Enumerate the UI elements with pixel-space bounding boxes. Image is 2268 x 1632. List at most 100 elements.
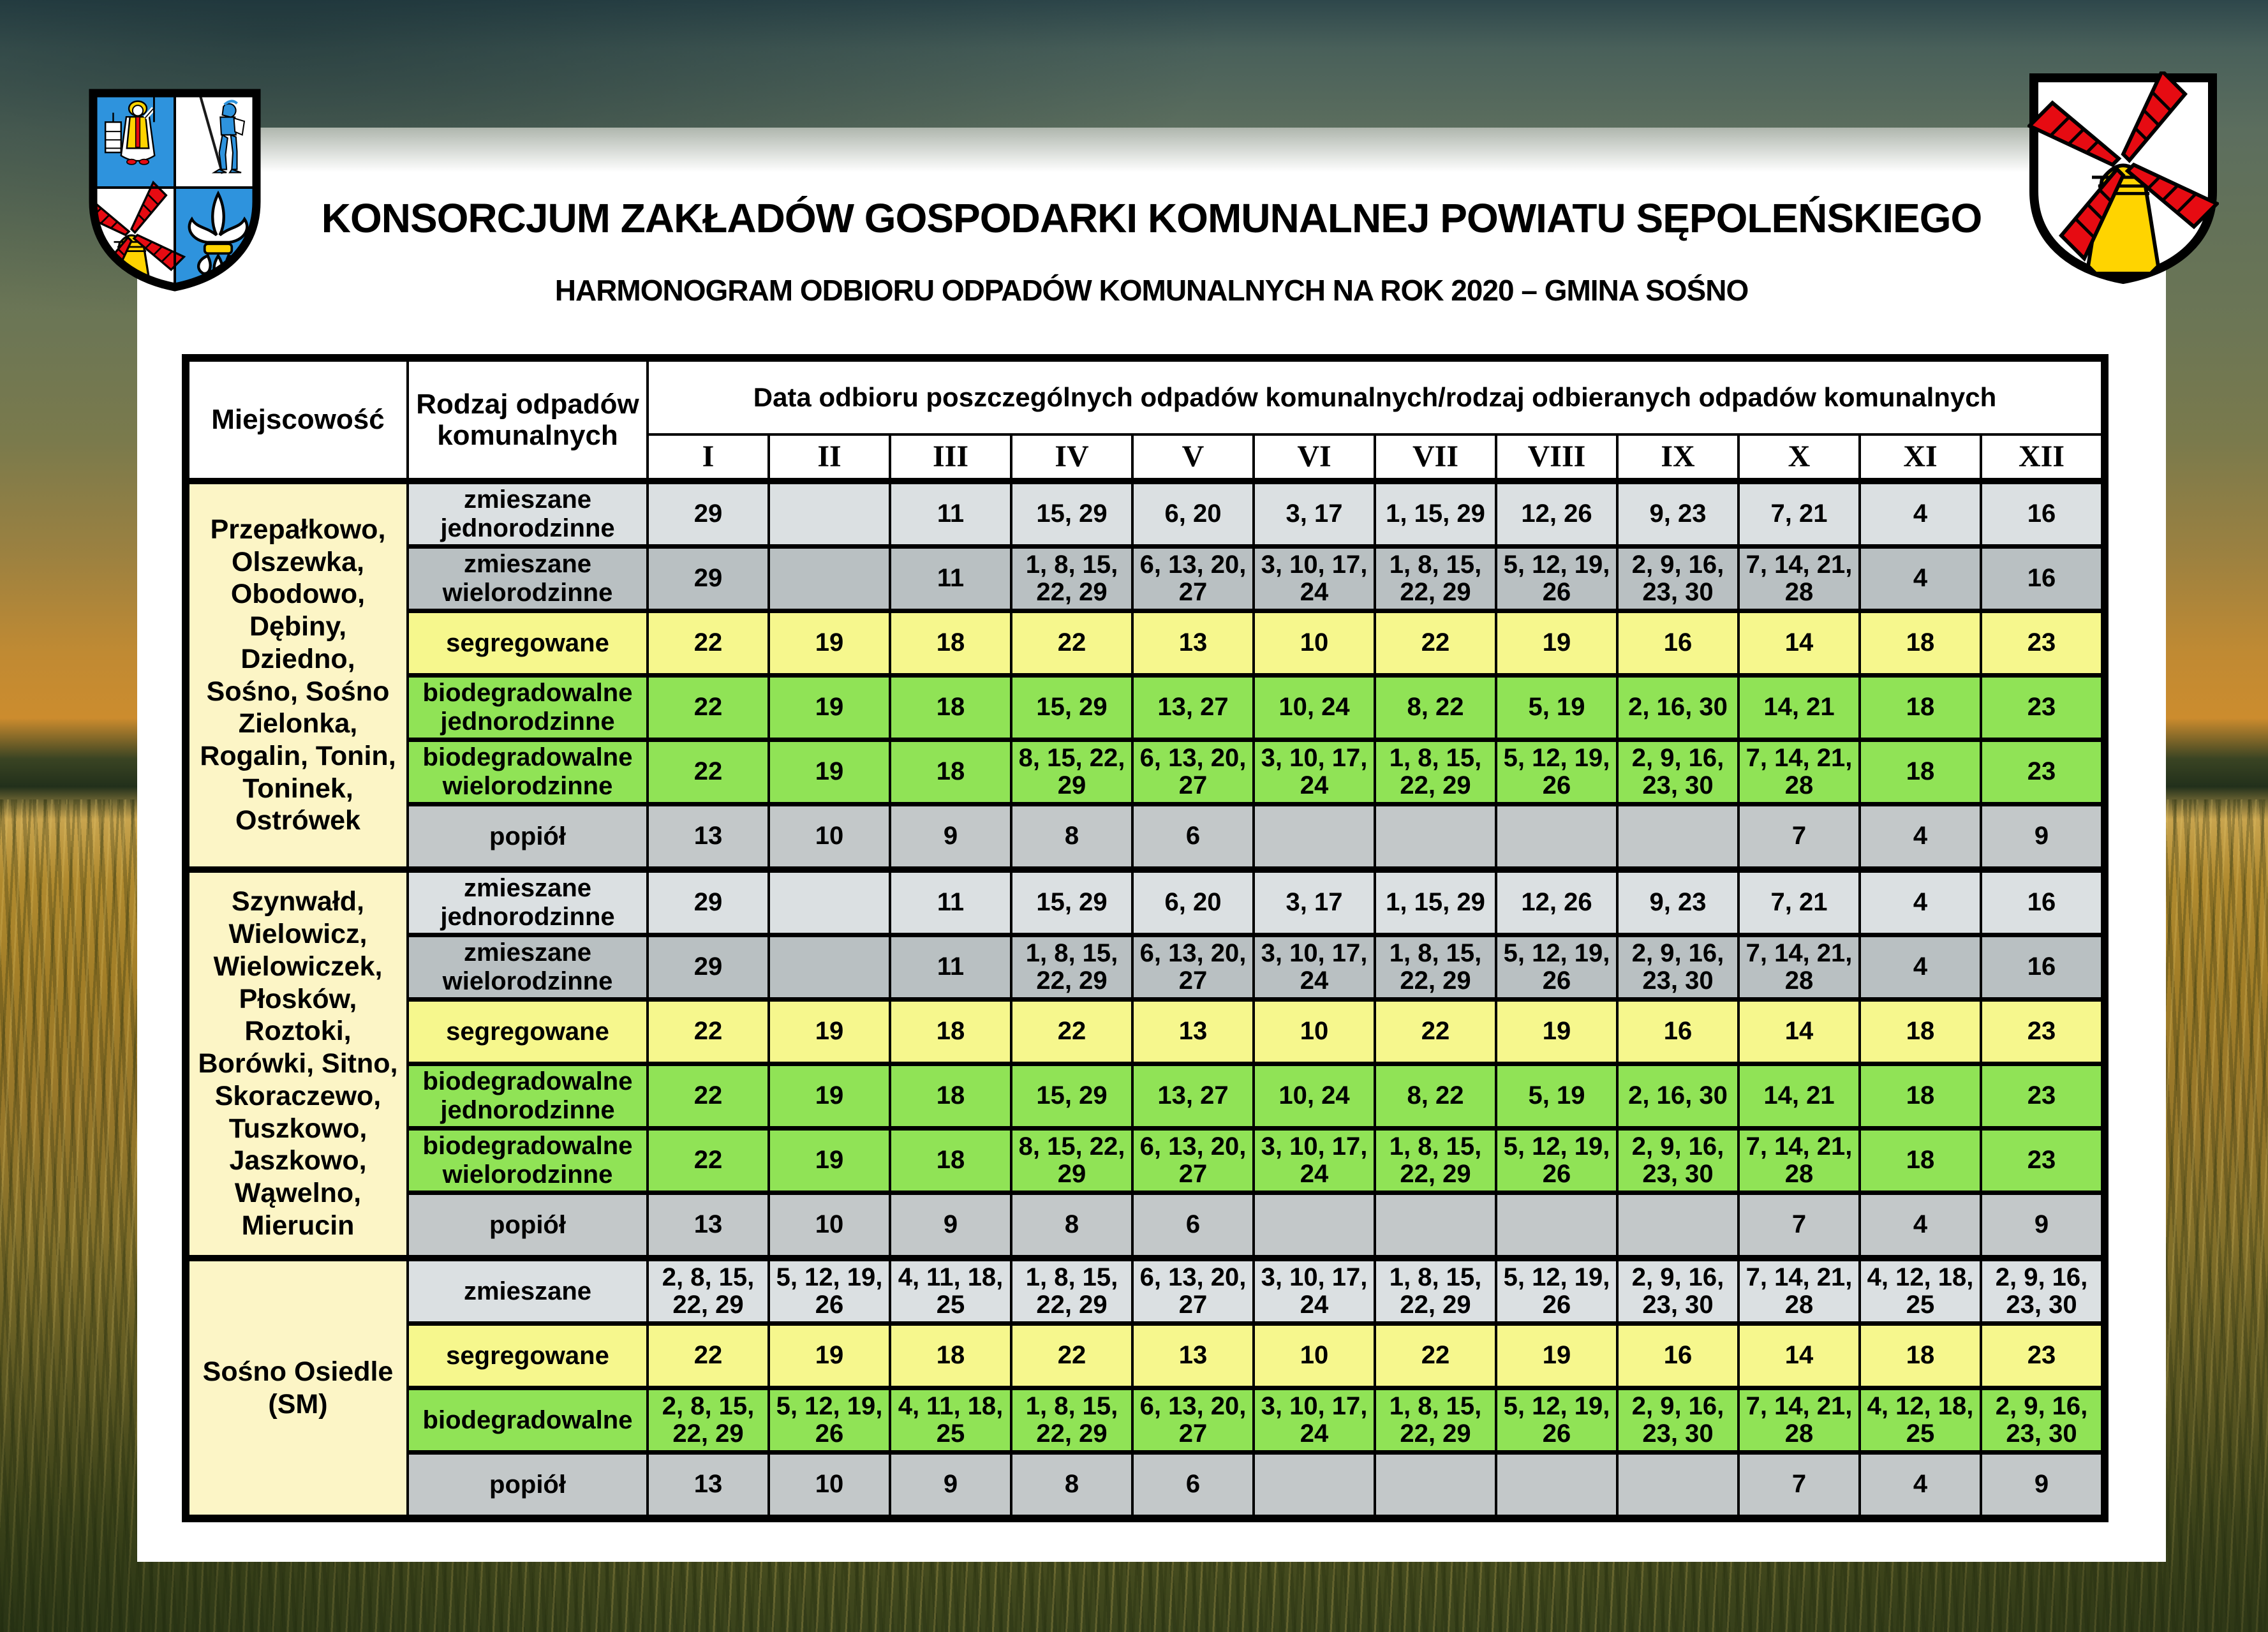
collection-dates-cell: 22 [649, 742, 767, 802]
collection-dates-cell [770, 937, 889, 997]
collection-dates-cell: 11 [891, 873, 1010, 933]
waste-type-label: biodegradowalne jednorodzinne [409, 1066, 646, 1126]
collection-dates-cell: 7, 14, 21, 28 [1740, 937, 1858, 997]
waste-type-label: zmieszane [409, 1261, 646, 1321]
locality-group-1: Przepałkowo, Olszewka, Obodowo, Dębiny, … [189, 484, 2101, 866]
gmina-sosno-coat-of-arms [2027, 71, 2219, 285]
collection-dates-cell: 16 [1982, 549, 2101, 609]
collection-dates-cell: 5, 12, 19, 26 [1497, 1261, 1616, 1321]
collection-dates-cell: 6, 13, 20, 27 [1134, 1390, 1252, 1450]
collection-dates-cell: 8, 22 [1376, 1066, 1495, 1126]
collection-dates-cell: 22 [1012, 613, 1131, 673]
collection-dates-cell: 3, 10, 17, 24 [1255, 742, 1374, 802]
collection-dates-cell: 6 [1134, 1195, 1252, 1255]
collection-dates-cell: 1, 15, 29 [1376, 484, 1495, 544]
collection-dates-cell: 7, 21 [1740, 484, 1858, 544]
collection-dates-cell: 4, 11, 18, 25 [891, 1390, 1010, 1450]
collection-dates-cell: 10 [770, 1455, 889, 1515]
collection-dates-cell: 3, 10, 17, 24 [1255, 1131, 1374, 1191]
collection-dates-cell: 8 [1012, 1195, 1131, 1255]
saint-icon [104, 97, 156, 165]
collection-dates-cell: 1, 8, 15, 22, 29 [1376, 549, 1495, 609]
collection-dates-cell: 9, 23 [1619, 873, 1737, 933]
collection-dates-cell: 2, 9, 16, 23, 30 [1982, 1390, 2101, 1450]
collection-dates-cell: 4 [1861, 937, 1980, 997]
collection-dates-cell: 19 [1497, 613, 1616, 673]
collection-dates-cell: 1, 8, 15, 22, 29 [1012, 1261, 1131, 1321]
page-subtitle: HARMONOGRAM ODBIORU ODPADÓW KOMUNALNYCH … [554, 274, 1749, 307]
collection-dates-cell: 15, 29 [1012, 873, 1131, 933]
table-header: Miejscowość Rodzaj odpadów komunalnych D… [189, 362, 2101, 478]
collection-dates-cell: 22 [1376, 613, 1495, 673]
collection-dates-cell: 15, 29 [1012, 1066, 1131, 1126]
collection-dates-cell: 1, 8, 15, 22, 29 [1376, 937, 1495, 997]
collection-dates-cell: 10 [1255, 613, 1374, 673]
collection-dates-cell: 18 [1861, 1002, 1980, 1062]
collection-dates-cell: 29 [649, 549, 767, 609]
collection-dates-cell: 9 [891, 1455, 1010, 1515]
collection-dates-cell: 22 [1012, 1002, 1131, 1062]
collection-dates-cell: 2, 9, 16, 23, 30 [1619, 937, 1737, 997]
collection-dates-cell: 11 [891, 549, 1010, 609]
collection-dates-cell: 23 [1982, 1066, 2101, 1126]
collection-dates-cell: 1, 8, 15, 22, 29 [1012, 549, 1131, 609]
collection-dates-cell: 13 [649, 1195, 767, 1255]
collection-dates-cell: 11 [891, 484, 1010, 544]
collection-dates-cell: 18 [891, 678, 1010, 738]
collection-dates-cell: 7, 14, 21, 28 [1740, 1261, 1858, 1321]
waste-type-label: biodegradowalne jednorodzinne [409, 678, 646, 738]
collection-dates-cell: 6, 20 [1134, 873, 1252, 933]
collection-dates-cell: 22 [649, 678, 767, 738]
collection-dates-cell: 5, 12, 19, 26 [1497, 937, 1616, 997]
collection-dates-cell: 23 [1982, 678, 2101, 738]
collection-dates-cell [1376, 1455, 1495, 1515]
collection-dates-cell: 2, 9, 16, 23, 30 [1619, 549, 1737, 609]
collection-dates-cell: 22 [1376, 1326, 1495, 1386]
collection-dates-cell: 3, 10, 17, 24 [1255, 1261, 1374, 1321]
collection-dates-cell [1255, 806, 1374, 866]
collection-dates-cell [1619, 1455, 1737, 1515]
collection-dates-cell: 22 [649, 1131, 767, 1191]
collection-dates-cell: 19 [1497, 1326, 1616, 1386]
collection-dates-cell: 2, 8, 15, 22, 29 [649, 1261, 767, 1321]
collection-dates-cell: 4 [1861, 549, 1980, 609]
collection-dates-cell: 19 [770, 1131, 889, 1191]
month-header-IX: IX [1619, 436, 1737, 478]
locality-cell: Sośno Osiedle (SM) [189, 1261, 406, 1515]
collection-dates-cell: 4 [1861, 484, 1980, 544]
month-header-IV: IV [1012, 436, 1131, 478]
locality-group-3: Sośno Osiedle (SM) zmieszane 2, 8, 15, 22,… [189, 1261, 2101, 1515]
collection-dates-cell: 14 [1740, 613, 1858, 673]
collection-dates-cell: 8, 15, 22, 29 [1012, 742, 1131, 802]
collection-dates-cell: 10 [1255, 1326, 1374, 1386]
waste-type-label: biodegradowalne wielorodzinne [409, 1131, 646, 1191]
collection-dates-cell: 3, 10, 17, 24 [1255, 1390, 1374, 1450]
collection-dates-cell: 6 [1134, 1455, 1252, 1515]
collection-dates-cell [1497, 806, 1616, 866]
collection-dates-cell: 7, 14, 21, 28 [1740, 1131, 1858, 1191]
collection-dates-cell: 18 [891, 1326, 1010, 1386]
month-header-XII: XII [1982, 436, 2101, 478]
collection-dates-cell: 2, 9, 16, 23, 30 [1619, 1390, 1737, 1450]
collection-dates-cell: 9 [1982, 806, 2101, 866]
waste-type-label: zmieszane jednorodzinne [409, 484, 646, 544]
collection-dates-cell: 1, 8, 15, 22, 29 [1376, 1390, 1495, 1450]
collection-dates-cell: 1, 15, 29 [1376, 873, 1495, 933]
collection-dates-cell: 13 [1134, 1326, 1252, 1386]
waste-type-label: segregowane [409, 1326, 646, 1386]
collection-dates-cell: 10 [770, 806, 889, 866]
month-header-II: II [770, 436, 889, 478]
collection-dates-cell: 19 [770, 613, 889, 673]
collection-dates-cell: 9, 23 [1619, 484, 1737, 544]
collection-dates-cell: 3, 17 [1255, 484, 1374, 544]
collection-dates-cell: 18 [1861, 1131, 1980, 1191]
collection-dates-cell: 6, 13, 20, 27 [1134, 549, 1252, 609]
collection-dates-cell: 6, 13, 20, 27 [1134, 937, 1252, 997]
collection-dates-cell: 16 [1619, 1002, 1737, 1062]
collection-dates-cell: 1, 8, 15, 22, 29 [1376, 1131, 1495, 1191]
collection-dates-cell: 14 [1740, 1326, 1858, 1386]
collection-dates-cell [1376, 806, 1495, 866]
collection-dates-cell [770, 549, 889, 609]
collection-dates-cell: 5, 19 [1497, 678, 1616, 738]
locality-cell: Przepałkowo, Olszewka, Obodowo, Dębiny, … [189, 484, 406, 866]
